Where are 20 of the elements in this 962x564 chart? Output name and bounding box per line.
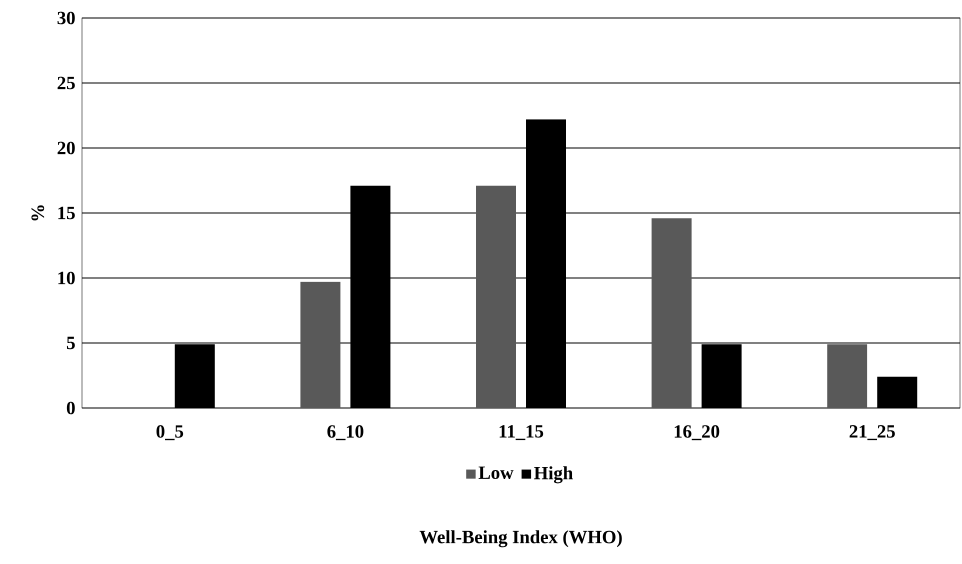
x-tick-label: 16_20 [674, 425, 720, 440]
legend-label: High [534, 466, 573, 484]
y-axis-title: % [31, 205, 44, 220]
y-tick-label: 5 [66, 336, 75, 350]
y-tick-label: 25 [58, 76, 75, 90]
x-tick-label: 21_25 [850, 425, 895, 440]
bar [652, 218, 692, 408]
y-tick-label: 15 [58, 206, 75, 220]
x-axis-title: Well-Being Index (WHO) [420, 530, 622, 548]
y-tick-label: 0 [66, 402, 75, 414]
x-tick-label: 0_5 [156, 425, 184, 440]
x-tick-label: 6_10 [327, 425, 364, 440]
y-tick-label: 10 [58, 272, 75, 284]
legend-label: Low [478, 466, 514, 480]
bar [476, 186, 516, 408]
bar [827, 344, 868, 408]
bar [300, 282, 340, 408]
y-tick-label: 30 [58, 12, 75, 24]
y-tick-label: 20 [58, 142, 75, 154]
x-tick-label: 11_15 [500, 425, 544, 440]
